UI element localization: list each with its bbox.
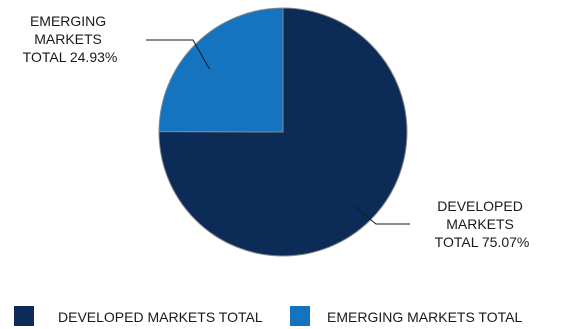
data-label-line: MARKETS	[34, 31, 102, 47]
pie-slice-emerging-markets[interactable]	[158, 7, 284, 133]
data-label-line: MARKETS	[446, 216, 514, 232]
data-label-line: TOTAL 24.93%	[23, 49, 118, 65]
legend-label-developed-markets: DEVELOPED MARKETS TOTAL	[58, 309, 263, 325]
leader-line-developed-markets	[352, 205, 410, 225]
data-label-line: TOTAL 75.07%	[435, 234, 530, 250]
legend-label-emerging-markets: EMERGING MARKETS TOTAL	[327, 309, 522, 325]
data-label-line: EMERGING	[30, 13, 106, 29]
legend-swatch-developed-markets	[14, 306, 34, 326]
legend: DEVELOPED MARKETS TOTAL EMERGING MARKETS…	[14, 306, 522, 326]
leader-line-emerging-markets	[146, 39, 210, 70]
legend-swatch-emerging-markets	[290, 306, 310, 326]
data-label-emerging-markets: EMERGING MARKETS TOTAL 24.93%	[23, 13, 118, 65]
data-label-developed-markets: DEVELOPED MARKETS TOTAL 75.07%	[435, 198, 530, 250]
data-label-line: DEVELOPED	[437, 198, 523, 214]
